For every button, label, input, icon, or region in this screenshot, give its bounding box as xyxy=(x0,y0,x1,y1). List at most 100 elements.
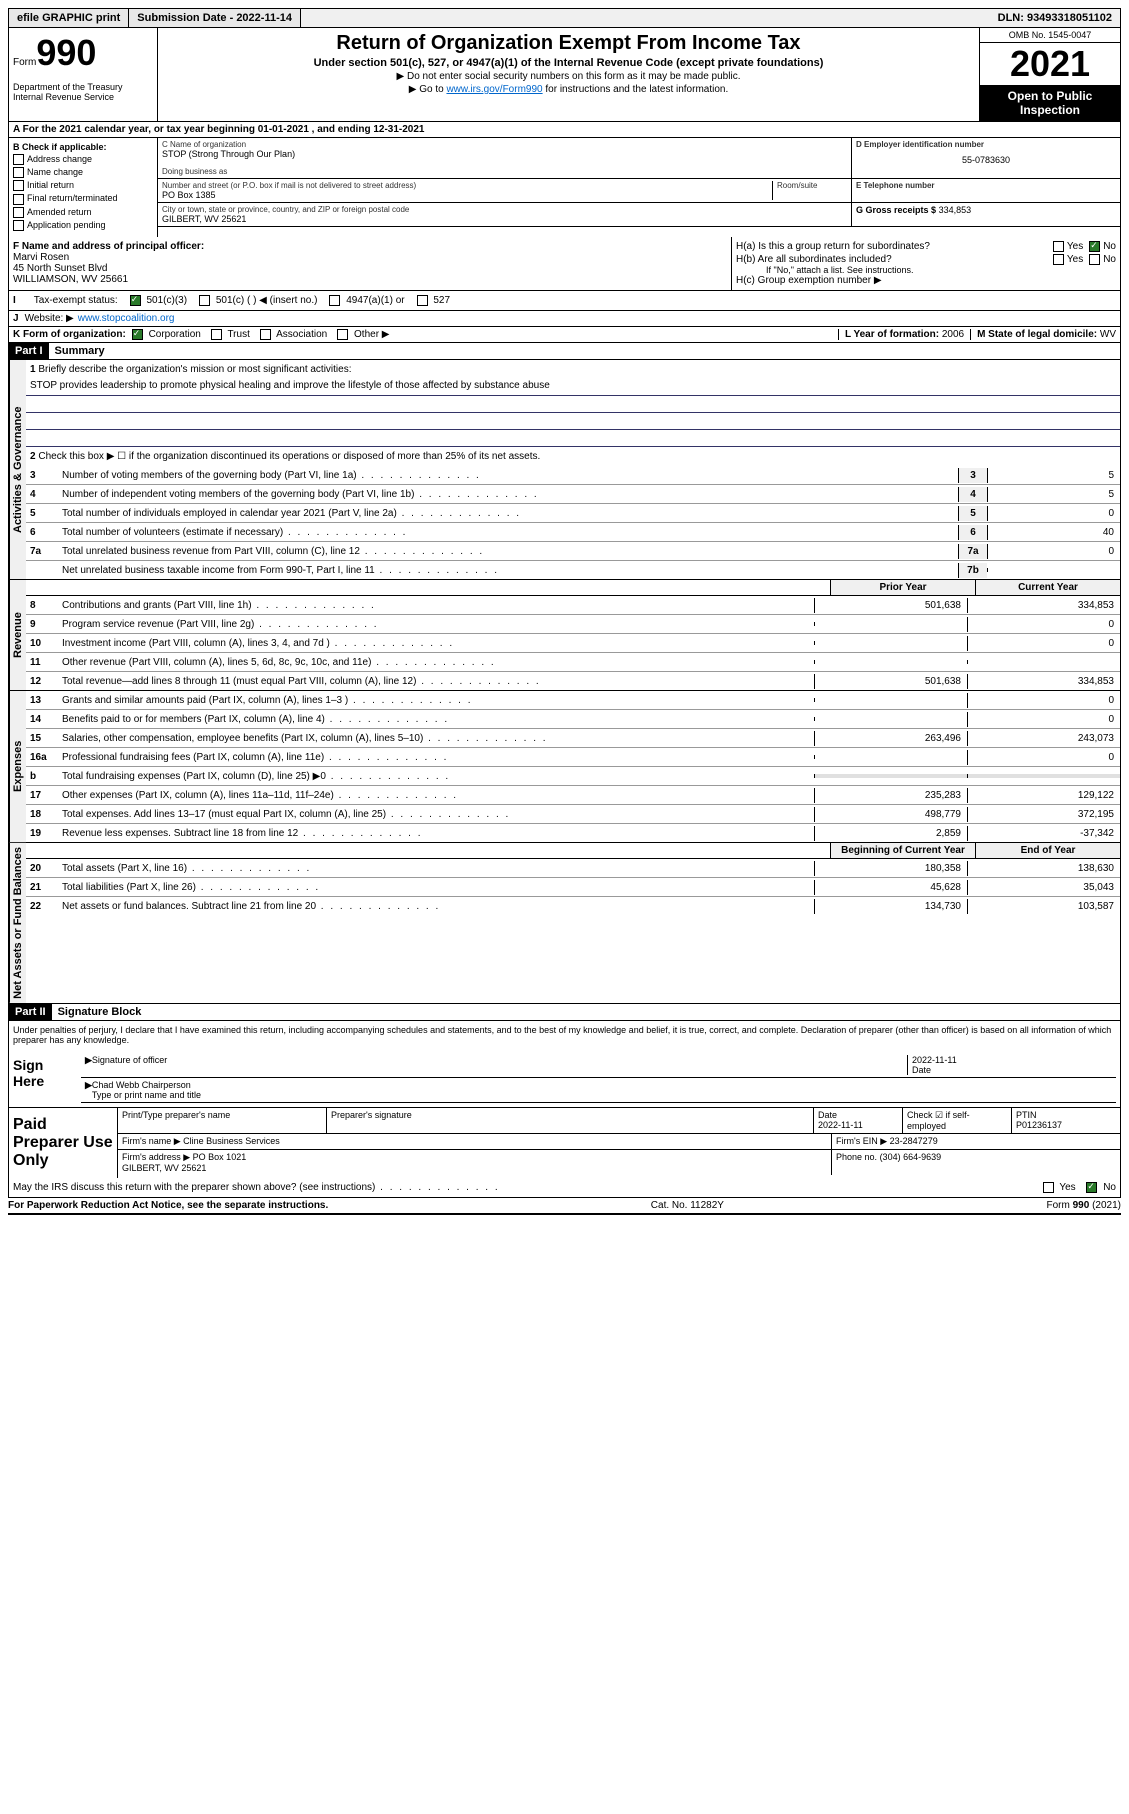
ein-cell: D Employer identification number 55-0783… xyxy=(852,138,1120,178)
check-icon[interactable] xyxy=(13,180,24,191)
vert-expenses: Expenses xyxy=(9,691,26,842)
summary-line: 11Other revenue (Part VIII, column (A), … xyxy=(26,653,1120,672)
box-h: H(a) Is this a group return for subordin… xyxy=(732,237,1120,290)
ssn-note: ▶ Do not enter social security numbers o… xyxy=(166,71,971,82)
summary-line: bTotal fundraising expenses (Part IX, co… xyxy=(26,767,1120,786)
col-prior-year: Prior Year xyxy=(830,580,975,595)
form-number: 990 xyxy=(36,32,96,73)
gross-receipts: 334,853 xyxy=(939,205,972,215)
preparer-date: 2022-11-11 xyxy=(818,1120,898,1130)
org-name: STOP (Strong Through Our Plan) xyxy=(162,149,847,159)
box-b: B Check if applicable: Address change Nam… xyxy=(9,138,158,237)
checkbox-row: Amended return xyxy=(13,207,153,218)
vert-activities: Activities & Governance xyxy=(9,360,26,579)
firm-addr: PO Box 1021 xyxy=(193,1152,247,1162)
officer-name-title: Chad Webb Chairperson xyxy=(92,1080,201,1090)
discuss-no-checkbox[interactable] xyxy=(1086,1182,1097,1193)
box-cd: C Name of organization STOP (Strong Thro… xyxy=(158,138,1120,237)
summary-line: 7aTotal unrelated business revenue from … xyxy=(26,542,1120,561)
trust-checkbox[interactable] xyxy=(211,329,222,340)
discuss-yes-checkbox[interactable] xyxy=(1043,1182,1054,1193)
col-end-year: End of Year xyxy=(975,843,1120,858)
form-number-box: Form990 Department of the Treasury Inter… xyxy=(9,28,158,121)
summary-line: 16aProfessional fundraising fees (Part I… xyxy=(26,748,1120,767)
officer-addr2: WILLIAMSON, WV 25661 xyxy=(13,274,727,285)
form-prefix: Form xyxy=(13,57,36,68)
open-public-badge: Open to Public Inspection xyxy=(980,85,1120,121)
firm-name: Cline Business Services xyxy=(183,1136,280,1146)
summary-line: 14Benefits paid to or for members (Part … xyxy=(26,710,1120,729)
vert-revenue: Revenue xyxy=(9,580,26,690)
summary-line: 19Revenue less expenses. Subtract line 1… xyxy=(26,824,1120,842)
summary-line: 17Other expenses (Part IX, column (A), l… xyxy=(26,786,1120,805)
gross-receipts-cell: G Gross receipts $ 334,853 xyxy=(852,203,1120,226)
officer-addr1: 45 North Sunset Blvd xyxy=(13,263,727,274)
check-icon[interactable] xyxy=(13,220,24,231)
527-checkbox[interactable] xyxy=(417,295,428,306)
other-checkbox[interactable] xyxy=(337,329,348,340)
summary-line: 12Total revenue—add lines 8 through 11 (… xyxy=(26,672,1120,690)
paperwork-notice: For Paperwork Reduction Act Notice, see … xyxy=(8,1200,328,1211)
col-current-year: Current Year xyxy=(975,580,1120,595)
hb-yes-checkbox[interactable] xyxy=(1053,254,1064,265)
dln: DLN: 93493318051102 xyxy=(990,9,1120,27)
summary-line: 21Total liabilities (Part X, line 26)45,… xyxy=(26,878,1120,897)
ein: 55-0783630 xyxy=(856,155,1116,165)
ha-no-checkbox[interactable] xyxy=(1089,241,1100,252)
checkbox-row: Address change xyxy=(13,154,153,165)
check-icon[interactable] xyxy=(13,207,24,218)
form-title: Return of Organization Exempt From Incom… xyxy=(166,32,971,55)
col-begin-year: Beginning of Current Year xyxy=(830,843,975,858)
check-icon[interactable] xyxy=(13,167,24,178)
sign-here-label: Sign Here xyxy=(9,1049,77,1107)
header-center: Return of Organization Exempt From Incom… xyxy=(158,28,979,121)
paid-preparer-label: Paid Preparer Use Only xyxy=(9,1108,118,1178)
corp-checkbox[interactable] xyxy=(132,329,143,340)
page-footer: For Paperwork Reduction Act Notice, see … xyxy=(8,1198,1121,1215)
checkbox-row: Final return/terminated xyxy=(13,193,153,204)
box-klm: K Form of organization: Corporation Trus… xyxy=(8,327,1121,343)
efile-print-button[interactable]: efile GRAPHIC print xyxy=(9,9,129,27)
state-domicile: WV xyxy=(1100,329,1116,340)
summary-line: 18Total expenses. Add lines 13–17 (must … xyxy=(26,805,1120,824)
501c-checkbox[interactable] xyxy=(199,295,210,306)
checkbox-row: Name change xyxy=(13,167,153,178)
check-icon[interactable] xyxy=(13,194,24,205)
cat-no: Cat. No. 11282Y xyxy=(651,1200,724,1211)
hb-no-checkbox[interactable] xyxy=(1089,254,1100,265)
summary-line: 8Contributions and grants (Part VIII, li… xyxy=(26,596,1120,615)
mission-text: STOP provides leadership to promote phys… xyxy=(26,379,1120,396)
revenue-section: Revenue Prior Year Current Year 8Contrib… xyxy=(8,580,1121,691)
org-name-cell: C Name of organization STOP (Strong Thro… xyxy=(158,138,852,178)
box-fh: F Name and address of principal officer:… xyxy=(8,237,1121,291)
header-right: OMB No. 1545-0047 2021 Open to Public In… xyxy=(979,28,1120,121)
sig-date-value: 2022-11-11 xyxy=(912,1055,1112,1065)
firm-ein: 23-2847279 xyxy=(890,1136,938,1146)
box-i: I Tax-exempt status: 501(c)(3) 501(c) ( … xyxy=(8,291,1121,311)
summary-line: 5Total number of individuals employed in… xyxy=(26,504,1120,523)
self-employed-check: Check ☑ if self-employed xyxy=(903,1108,1012,1133)
box-j: J Website: ▶ www.stopcoalition.org xyxy=(8,311,1121,327)
year-formation: 2006 xyxy=(942,329,964,340)
4947-checkbox[interactable] xyxy=(329,295,340,306)
form-subtitle: Under section 501(c), 527, or 4947(a)(1)… xyxy=(166,57,971,69)
goto-note: ▶ Go to www.irs.gov/Form990 for instruct… xyxy=(166,84,971,95)
box-b-label: B Check if applicable: xyxy=(13,142,153,152)
form-header: Form990 Department of the Treasury Inter… xyxy=(8,28,1121,122)
ha-yes-checkbox[interactable] xyxy=(1053,241,1064,252)
irs-link[interactable]: www.irs.gov/Form990 xyxy=(446,84,542,95)
dept-label: Department of the Treasury Internal Reve… xyxy=(13,82,153,102)
phone-cell: E Telephone number xyxy=(852,179,1120,202)
501c3-checkbox[interactable] xyxy=(130,295,141,306)
top-bar: efile GRAPHIC print Submission Date - 20… xyxy=(8,8,1121,28)
firm-city: GILBERT, WV 25621 xyxy=(122,1163,827,1173)
assoc-checkbox[interactable] xyxy=(260,329,271,340)
hc-label: H(c) Group exemption number ▶ xyxy=(736,275,1116,286)
submission-date: Submission Date - 2022-11-14 xyxy=(129,9,301,27)
summary-line: 13Grants and similar amounts paid (Part … xyxy=(26,691,1120,710)
check-icon[interactable] xyxy=(13,154,24,165)
firm-phone: (304) 664-9639 xyxy=(880,1152,942,1162)
website-link[interactable]: www.stopcoalition.org xyxy=(78,313,175,324)
city-state-zip: GILBERT, WV 25621 xyxy=(162,214,847,224)
vert-netassets: Net Assets or Fund Balances xyxy=(9,843,26,1003)
